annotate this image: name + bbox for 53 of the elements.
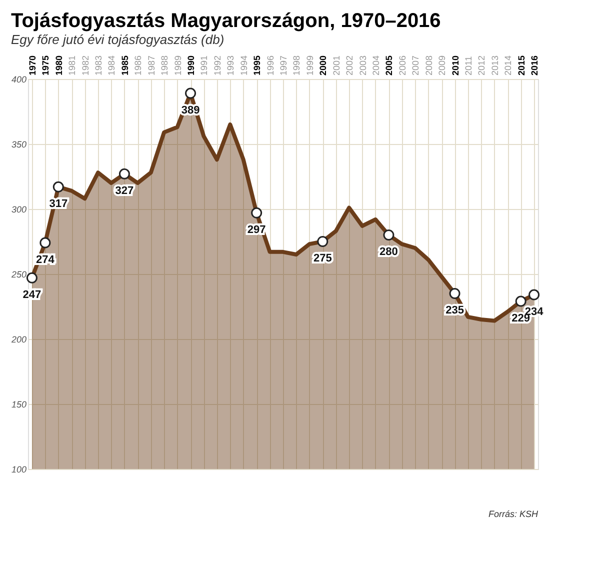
x-tick-label: 1998 xyxy=(292,55,302,76)
x-tick-label: 2006 xyxy=(397,55,408,76)
x-tick-label: 1982 xyxy=(80,55,90,76)
x-tick-label: 2002 xyxy=(344,55,355,76)
chart-subtitle: Egy főre jutó évi tojásfogyasztás (db) xyxy=(10,32,224,47)
x-tick-label: 2013 xyxy=(490,55,500,76)
data-label: 275 xyxy=(313,252,332,264)
x-tick-label: 2012 xyxy=(476,55,487,76)
y-tick-label: 150 xyxy=(11,400,26,410)
x-tick-label: 1975 xyxy=(40,55,51,76)
x-tick-label: 2011 xyxy=(463,56,474,76)
x-tick-label: 1997 xyxy=(278,55,288,76)
x-tick-label: 1996 xyxy=(265,55,276,76)
x-tick-label: 2008 xyxy=(424,55,434,76)
x-tick-label: 1990 xyxy=(186,55,196,76)
x-tick-label: 1993 xyxy=(226,55,236,76)
x-tick-label: 1991 xyxy=(199,55,210,76)
x-tick-label: 1984 xyxy=(106,55,117,76)
x-tick-label: 1995 xyxy=(252,55,262,76)
x-tick-label: 2014 xyxy=(503,55,514,76)
x-tick-label: 2009 xyxy=(437,55,448,76)
y-tick-label: 200 xyxy=(10,334,26,344)
data-label: 280 xyxy=(380,246,398,258)
x-tick-label: 2005 xyxy=(384,55,394,76)
y-tick-label: 300 xyxy=(11,204,26,214)
y-tick-label: 250 xyxy=(10,270,26,280)
y-tick-label: 100 xyxy=(11,464,26,474)
text: Forrás: KSH xyxy=(488,509,538,519)
x-tick-label: 2015 xyxy=(516,55,526,76)
x-tick-label: 2001 xyxy=(331,55,342,76)
x-tick-label: 2010 xyxy=(450,55,460,76)
y-tick-label: 400 xyxy=(11,74,26,84)
x-tick-label: 1989 xyxy=(172,55,183,76)
x-tick-label: 1983 xyxy=(94,55,104,76)
x-tick-label: 2003 xyxy=(358,55,368,76)
x-tick-label: 2000 xyxy=(318,55,328,76)
x-tick-label: 2004 xyxy=(370,55,381,76)
x-tick-label: 1981 xyxy=(67,55,78,76)
x-tick-label: 1970 xyxy=(27,55,38,76)
x-tick-label: 1985 xyxy=(120,55,130,76)
x-tick-label: 1986 xyxy=(133,55,144,76)
x-tick-label: 1988 xyxy=(160,55,170,76)
y-tick-label: 350 xyxy=(11,140,26,150)
x-tick-label: 1999 xyxy=(304,55,315,76)
x-tick-label: 2007 xyxy=(410,55,421,76)
data-label: 247 xyxy=(22,288,42,301)
x-tick-label: 1987 xyxy=(146,55,156,76)
chart-title: Tojásfogyasztás Magyarországon, 1970–2016 xyxy=(10,10,441,32)
x-tick-label: 1992 xyxy=(212,55,222,76)
x-tick-label: 2016 xyxy=(530,55,540,76)
x-tick-label: 1980 xyxy=(54,55,64,76)
data-label: 327 xyxy=(115,184,134,197)
x-tick-label: 1994 xyxy=(238,55,249,76)
